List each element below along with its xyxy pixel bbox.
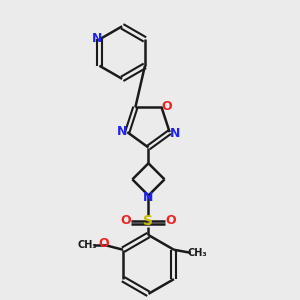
Text: S: S [143, 214, 154, 228]
Text: O: O [121, 214, 131, 227]
Text: O: O [98, 237, 109, 250]
Text: O: O [161, 100, 172, 113]
Text: N: N [143, 190, 154, 203]
Text: CH₃: CH₃ [187, 248, 207, 259]
Text: N: N [169, 127, 180, 140]
Text: O: O [166, 214, 176, 227]
Text: N: N [92, 32, 102, 45]
Text: N: N [117, 125, 128, 138]
Text: CH₃: CH₃ [77, 240, 97, 250]
